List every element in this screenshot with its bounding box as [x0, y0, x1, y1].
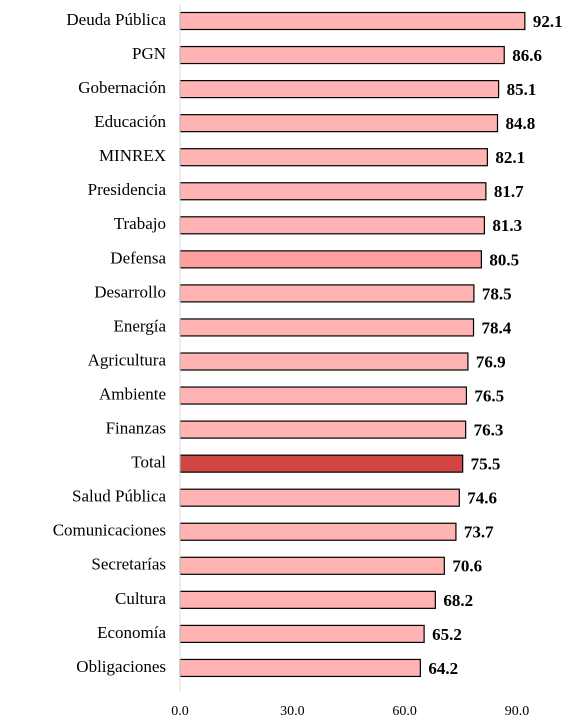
category-label: Educación	[94, 112, 166, 131]
bar	[179, 182, 487, 201]
bar	[179, 556, 445, 575]
bar	[179, 11, 526, 31]
value-label: 74.6	[467, 489, 497, 508]
bar	[179, 454, 464, 473]
category-label: Total	[131, 453, 166, 472]
bar	[179, 250, 482, 269]
value-label: 84.8	[505, 114, 535, 133]
category-label: Deuda Pública	[66, 10, 166, 29]
category-label: Salud Pública	[72, 487, 166, 506]
bar	[179, 79, 500, 99]
value-label: 92.1	[533, 12, 563, 31]
value-label: 64.2	[428, 659, 458, 678]
x-tick-label: 60.0	[392, 704, 417, 719]
category-label: Desarrollo	[94, 282, 166, 301]
bar	[179, 284, 475, 303]
bar	[179, 352, 469, 371]
value-label: 76.5	[474, 386, 504, 405]
bar	[179, 148, 488, 167]
bar	[179, 590, 436, 609]
value-label: 85.1	[507, 80, 537, 99]
value-label: 68.2	[443, 591, 473, 610]
value-label: 76.3	[474, 421, 504, 440]
x-tick-label: 90.0	[505, 704, 530, 719]
category-label: Defensa	[110, 248, 166, 267]
value-label: 65.2	[432, 625, 462, 644]
category-label: Obligaciones	[76, 657, 166, 676]
category-label: Finanzas	[106, 419, 166, 438]
bar	[179, 45, 505, 65]
x-tick-label: 0.0	[171, 704, 189, 719]
value-label: 73.7	[464, 523, 494, 542]
value-label: 76.9	[476, 352, 506, 371]
category-label: Trabajo	[114, 214, 166, 233]
bar	[179, 522, 457, 541]
value-label: 81.7	[494, 182, 524, 201]
category-label: Secretarías	[91, 555, 166, 574]
value-label: 78.4	[482, 318, 512, 337]
category-label: Gobernación	[78, 78, 166, 97]
category-label: PGN	[132, 44, 166, 63]
category-label: Ambiente	[99, 384, 166, 403]
category-label: Cultura	[115, 589, 166, 608]
category-label: Presidencia	[88, 180, 167, 199]
category-label: Economía	[97, 623, 166, 642]
bar	[179, 624, 425, 644]
value-label: 70.6	[452, 557, 482, 576]
category-label: Agricultura	[88, 350, 167, 369]
bar	[179, 216, 485, 235]
bar	[179, 386, 468, 405]
category-label: MINREX	[99, 146, 166, 165]
bar	[179, 420, 467, 439]
value-label: 80.5	[489, 250, 519, 269]
bar	[179, 658, 421, 678]
category-label: Comunicaciones	[53, 521, 166, 540]
bar	[179, 488, 460, 507]
value-label: 81.3	[492, 216, 522, 235]
value-label: 75.5	[471, 455, 501, 474]
bar	[179, 318, 475, 337]
category-label: Energía	[113, 316, 166, 335]
value-label: 82.1	[495, 148, 525, 167]
x-tick-label: 30.0	[280, 704, 305, 719]
value-label: 86.6	[512, 46, 542, 65]
bar	[179, 114, 499, 133]
value-label: 78.5	[482, 284, 512, 303]
